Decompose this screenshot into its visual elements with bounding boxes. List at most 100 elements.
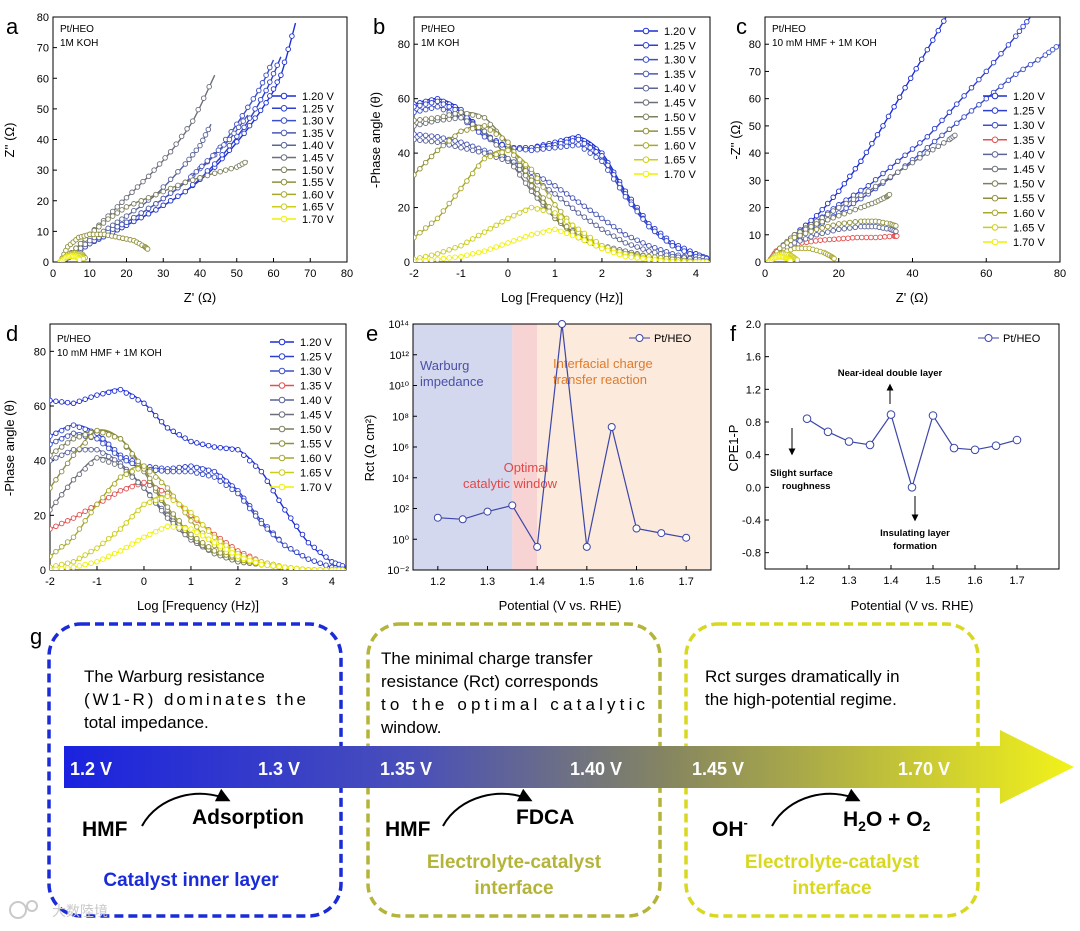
series-point: [663, 258, 670, 262]
panel-e-xtick-label: 1.5: [579, 576, 594, 588]
legend-marker: [991, 194, 999, 202]
watermark-logo-icon: [9, 901, 27, 919]
series-point: [239, 113, 246, 119]
series-point: [182, 525, 188, 532]
series-point: [129, 189, 135, 196]
series-point: [288, 546, 294, 552]
series-point: [581, 230, 588, 237]
series-point: [58, 565, 65, 570]
panel-b-xtick-label: -1: [456, 268, 466, 280]
series-point: [414, 117, 417, 124]
series-point: [123, 443, 130, 450]
panel-b-ytick-label: 60: [398, 94, 410, 106]
series-point: [317, 549, 323, 555]
series-point: [117, 455, 124, 461]
series-point: [135, 466, 141, 472]
series-point: [998, 50, 1004, 57]
series-point: [176, 501, 182, 508]
box2-reactant: HMF: [385, 818, 431, 841]
panel-c-ytick-label: 10: [749, 230, 761, 242]
series-point: [824, 211, 831, 218]
panel-b-xtick-label: -2: [409, 268, 419, 280]
series-point: [657, 257, 664, 262]
series-point: [505, 240, 511, 246]
series-point: [428, 100, 435, 106]
series-point: [558, 208, 564, 215]
legend-marker: [278, 338, 286, 346]
series-point: [131, 207, 137, 214]
series-point: [229, 446, 235, 452]
series-point: [94, 436, 100, 442]
panel-e-xtick-label: 1.6: [629, 576, 644, 588]
series-point: [681, 248, 687, 254]
series-point: [200, 95, 207, 101]
series-point: [223, 482, 229, 489]
series-point: [170, 524, 177, 530]
panel-a-ytick-label: 30: [37, 165, 49, 177]
series-point: [869, 140, 875, 147]
legend-marker: [280, 105, 288, 112]
series-point: [205, 536, 212, 543]
series-point: [117, 548, 124, 554]
series-point: [158, 487, 165, 494]
series-point: [924, 144, 931, 151]
series-point: [822, 237, 828, 243]
series-point: [852, 206, 859, 213]
series-point: [546, 204, 552, 210]
series-point: [211, 474, 218, 480]
series-point: [246, 122, 253, 129]
series-point: [50, 397, 53, 404]
series-point: [575, 226, 582, 233]
series-point: [282, 564, 288, 570]
series-point: [534, 175, 541, 182]
series-point: [176, 518, 182, 524]
series-point: [433, 513, 442, 522]
series-point: [274, 79, 280, 85]
panel-a-xtick-label: 80: [341, 268, 353, 280]
series-point: [499, 135, 505, 141]
legend-label: 1.70 V: [1013, 237, 1045, 249]
legend-marker: [642, 142, 650, 149]
series-point: [843, 200, 849, 207]
series-point: [53, 430, 59, 437]
panel-d-ylabel: -Phase angle (θ): [2, 400, 17, 496]
series-point: [575, 210, 582, 216]
series-point: [117, 463, 124, 469]
series-point: [632, 524, 641, 533]
series-point: [158, 526, 165, 532]
series-point: [552, 183, 558, 189]
series-point: [135, 397, 141, 403]
legend-label: 1.70 V: [664, 169, 696, 181]
series-point: [894, 233, 900, 239]
series-point: [475, 113, 482, 120]
series-point: [422, 257, 429, 262]
series-point: [205, 442, 212, 449]
series-point: [836, 204, 842, 211]
series-point: [558, 228, 564, 235]
series-point: [1013, 33, 1019, 39]
legend-marker: [642, 127, 650, 135]
legend-marker: [280, 117, 288, 124]
series-point: [902, 85, 908, 91]
panel-d-xtick-label: -1: [92, 576, 102, 588]
series-point: [77, 240, 84, 247]
legend-label: 1.65 V: [302, 202, 334, 214]
series-point: [241, 124, 247, 131]
series-point: [100, 457, 106, 463]
series-point: [70, 452, 77, 458]
legend-marker: [991, 209, 999, 217]
series-point: [487, 121, 494, 128]
series-point: [841, 220, 848, 226]
series-point: [886, 191, 893, 198]
series-point: [64, 560, 71, 566]
series-point: [264, 478, 271, 484]
series-point: [205, 544, 212, 550]
series-point: [581, 214, 588, 220]
box2-label-2: interface: [474, 878, 553, 899]
series-point: [88, 446, 94, 453]
series-point: [844, 437, 854, 446]
panel-f-ytick-label: -0.4: [742, 515, 761, 527]
series-point: [1005, 77, 1012, 84]
series-point: [646, 242, 652, 249]
series-point: [167, 185, 174, 192]
